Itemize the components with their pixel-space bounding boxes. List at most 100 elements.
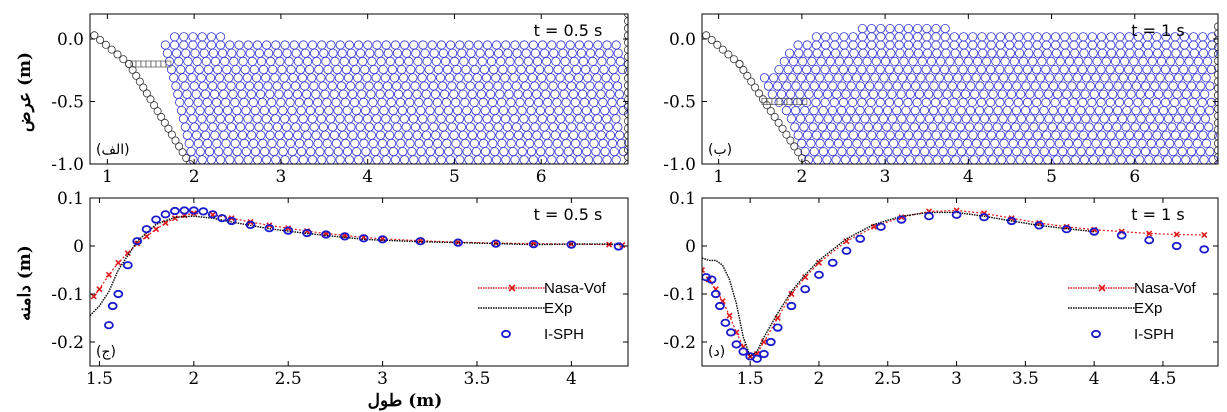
- fluid-particle: [276, 97, 286, 108]
- fluid-particle: [1171, 48, 1181, 58]
- boundary-particle: [182, 154, 191, 163]
- fluid-particle: [876, 130, 886, 140]
- fluid-particle: [1078, 65, 1088, 75]
- fluid-particle: [220, 56, 230, 67]
- fluid-particle: [589, 97, 599, 108]
- fluid-particle: [887, 89, 897, 99]
- fluid-particle: [249, 138, 259, 148]
- fluid-particle: [1200, 89, 1210, 99]
- boundary-particle: [778, 124, 787, 133]
- chart-panel-2: 1 2 3 4 5 60.0-0.5-1.0t = 1 s(ب): [663, 13, 1219, 187]
- fluid-particle: [954, 56, 964, 67]
- fluid-particle: [1032, 97, 1042, 108]
- fluid-particle: [1100, 73, 1110, 83]
- fluid-particle: [1168, 81, 1178, 91]
- fluid-particle: [595, 48, 605, 58]
- boundary-particle: [1214, 50, 1218, 58]
- fluid-particle: [809, 81, 820, 91]
- fluid-particle: [998, 114, 1008, 124]
- fluid-particle: [396, 138, 406, 148]
- fluid-particle: [910, 106, 920, 116]
- fluid-particle: [259, 106, 269, 116]
- fluid-particle: [464, 40, 474, 50]
- fluid-particle: [528, 155, 538, 164]
- fluid-particle: [1096, 97, 1106, 108]
- fluid-particle: [907, 73, 917, 83]
- fluid-particle: [997, 89, 1007, 99]
- fluid-particle: [388, 147, 399, 157]
- fluid-particle: [828, 81, 838, 91]
- series-nasa-vof-line: [702, 209, 1205, 358]
- fluid-particle: [221, 138, 231, 148]
- fluid-particle: [940, 24, 950, 34]
- fluid-particle: [926, 56, 937, 67]
- fluid-particle: [215, 73, 225, 83]
- legend-marker-nasa-vof: [508, 284, 516, 292]
- fluid-particle: [289, 114, 299, 124]
- fluid-particle: [1109, 73, 1119, 83]
- i-sph-point: [302, 228, 313, 238]
- fluid-particle: [396, 65, 407, 75]
- fluid-particle: [943, 73, 954, 83]
- fluid-particle: [1097, 32, 1107, 42]
- fluid-particle: [1096, 65, 1106, 75]
- fluid-particle: [1176, 122, 1186, 132]
- fluid-particle: [405, 97, 415, 108]
- legend-label: I-SPH: [544, 326, 584, 343]
- structure-particle: [155, 60, 162, 68]
- fluid-particle: [563, 147, 573, 157]
- fluid-particle: [502, 81, 512, 91]
- fluid-particle: [859, 89, 869, 99]
- i-sph-point: [1089, 227, 1100, 236]
- x-tick-label: 2: [796, 167, 807, 187]
- fluid-particle: [216, 155, 226, 164]
- fluid-particle: [565, 155, 575, 164]
- fluid-particle: [383, 48, 393, 58]
- fluid-particle: [1166, 56, 1176, 67]
- fluid-particle: [963, 56, 973, 67]
- fluid-particle: [875, 97, 885, 108]
- fluid-particle: [1066, 122, 1076, 132]
- fluid-particle: [185, 65, 195, 75]
- fluid-particle: [825, 56, 835, 67]
- fluid-particle: [1198, 130, 1208, 140]
- fluid-particle: [289, 40, 299, 50]
- fluid-particle: [172, 48, 182, 58]
- legend-label: EXp: [1134, 300, 1162, 317]
- fluid-particle: [1143, 48, 1154, 58]
- fluid-particle: [455, 40, 465, 50]
- fluid-particle: [287, 147, 297, 157]
- fluid-particle: [903, 97, 913, 108]
- fluid-particle: [283, 130, 294, 140]
- fluid-particle: [918, 122, 929, 132]
- fluid-particle: [999, 73, 1009, 83]
- fluid-particle: [910, 147, 921, 157]
- fluid-particle: [425, 106, 435, 116]
- fluid-particle: [1105, 65, 1115, 75]
- fluid-particle: [1187, 81, 1197, 91]
- fluid-particle: [822, 155, 832, 164]
- fluid-particle: [841, 89, 851, 99]
- fluid-particle: [866, 97, 876, 108]
- fluid-particle: [916, 73, 926, 83]
- fluid-particle: [322, 97, 332, 108]
- fluid-particle: [285, 97, 295, 108]
- fluid-particle: [1045, 138, 1055, 148]
- fluid-particle: [440, 130, 450, 140]
- fluid-particle: [503, 48, 513, 58]
- fluid-particle: [1012, 81, 1022, 91]
- fluid-particle: [506, 138, 516, 148]
- fluid-particle: [1150, 147, 1160, 157]
- fluid-particle: [372, 40, 382, 50]
- fluid-particle: [188, 32, 198, 42]
- fluid-particle: [469, 97, 479, 108]
- fluid-particle: [1179, 65, 1189, 75]
- fluid-particle: [811, 65, 821, 75]
- fluid-particle: [213, 106, 223, 116]
- fluid-particle: [1061, 48, 1071, 58]
- fluid-particle: [794, 48, 804, 58]
- boundary-particle: [786, 136, 795, 145]
- fluid-particle: [1103, 106, 1114, 116]
- fluid-particle: [548, 122, 559, 132]
- boundary-particle: [624, 88, 628, 97]
